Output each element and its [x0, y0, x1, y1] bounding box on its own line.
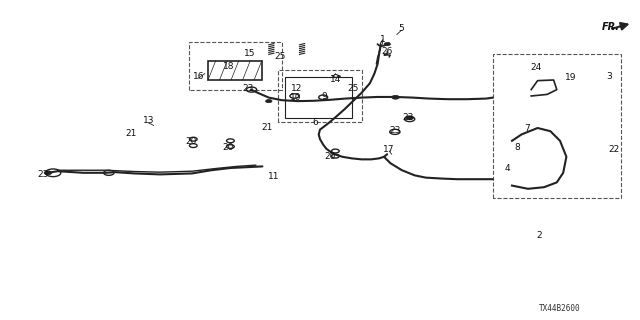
Text: TX44B2600: TX44B2600 — [539, 304, 581, 313]
Text: 25: 25 — [275, 52, 286, 61]
Text: 3: 3 — [607, 72, 612, 81]
Text: 20: 20 — [185, 137, 196, 146]
Circle shape — [384, 43, 390, 46]
Circle shape — [392, 95, 399, 99]
Text: 18: 18 — [223, 62, 234, 71]
Text: 23: 23 — [38, 170, 49, 179]
Text: 26: 26 — [381, 47, 393, 56]
Text: 20: 20 — [324, 152, 336, 161]
Text: 8: 8 — [515, 143, 520, 152]
Text: 25: 25 — [348, 84, 359, 93]
Text: 21: 21 — [125, 129, 137, 138]
Text: 13: 13 — [143, 116, 154, 125]
Text: 11: 11 — [268, 172, 279, 180]
Text: 23: 23 — [403, 113, 414, 122]
Text: FR.: FR. — [602, 22, 620, 32]
Text: 10: 10 — [290, 93, 301, 102]
Text: 22: 22 — [609, 145, 620, 154]
Text: 23: 23 — [389, 126, 401, 135]
Text: 24: 24 — [530, 63, 541, 72]
Bar — [208, 61, 262, 80]
Text: 6: 6 — [313, 118, 318, 127]
Text: 23: 23 — [243, 84, 254, 93]
Text: 17: 17 — [383, 145, 395, 154]
Text: 9: 9 — [322, 92, 327, 100]
Text: 2: 2 — [537, 231, 542, 240]
Text: 4: 4 — [505, 164, 510, 173]
Circle shape — [44, 171, 52, 175]
Text: 14: 14 — [330, 75, 342, 84]
Text: 15: 15 — [244, 49, 255, 58]
Text: 5: 5 — [399, 24, 404, 33]
Text: 12: 12 — [291, 84, 302, 92]
Circle shape — [266, 100, 272, 103]
Text: 21: 21 — [262, 123, 273, 132]
Bar — [285, 77, 352, 118]
Text: 19: 19 — [565, 73, 577, 82]
Circle shape — [406, 116, 413, 120]
Text: 7: 7 — [524, 124, 529, 132]
Text: 20: 20 — [222, 143, 234, 152]
Text: 1: 1 — [380, 35, 385, 44]
Text: 16: 16 — [193, 72, 204, 81]
